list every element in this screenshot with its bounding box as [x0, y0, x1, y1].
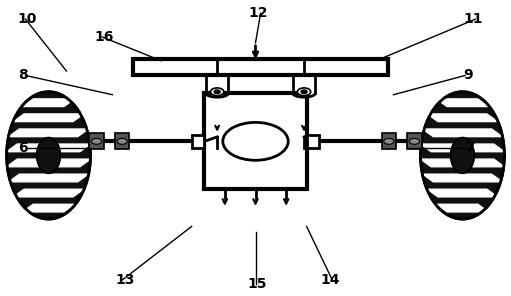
Polygon shape: [7, 144, 90, 152]
Polygon shape: [423, 129, 502, 137]
Text: 14: 14: [320, 273, 340, 287]
Text: 13: 13: [115, 273, 134, 287]
Polygon shape: [7, 92, 90, 219]
Circle shape: [223, 123, 288, 160]
Polygon shape: [7, 159, 90, 167]
Polygon shape: [451, 138, 474, 173]
Circle shape: [409, 138, 420, 144]
Polygon shape: [13, 114, 84, 122]
Circle shape: [297, 88, 311, 96]
Circle shape: [384, 138, 394, 144]
Bar: [192, 135, 204, 148]
Polygon shape: [423, 174, 502, 182]
Bar: [89, 133, 104, 149]
Bar: [407, 133, 422, 149]
Text: 8: 8: [18, 68, 28, 83]
Text: 16: 16: [95, 30, 114, 44]
Polygon shape: [421, 144, 504, 152]
Bar: [115, 133, 129, 149]
Polygon shape: [9, 174, 88, 182]
Polygon shape: [436, 204, 489, 212]
Bar: [382, 133, 396, 149]
Bar: [133, 59, 388, 75]
Polygon shape: [421, 159, 504, 167]
Polygon shape: [427, 189, 498, 197]
Polygon shape: [37, 138, 60, 173]
Polygon shape: [9, 129, 88, 137]
Text: 10: 10: [18, 12, 37, 26]
Polygon shape: [13, 189, 84, 197]
Polygon shape: [22, 204, 75, 212]
Circle shape: [301, 90, 307, 94]
Text: 11: 11: [463, 12, 483, 26]
Polygon shape: [436, 99, 489, 107]
Polygon shape: [421, 92, 504, 219]
Text: 9: 9: [463, 68, 473, 83]
Polygon shape: [22, 99, 75, 107]
Text: 6: 6: [18, 141, 28, 155]
Polygon shape: [427, 114, 498, 122]
Text: 15: 15: [248, 277, 267, 291]
Text: 7: 7: [466, 141, 475, 155]
Text: 12: 12: [249, 6, 268, 20]
Bar: [204, 93, 307, 189]
Bar: [307, 135, 319, 148]
Circle shape: [211, 88, 224, 96]
Circle shape: [214, 90, 220, 94]
Circle shape: [91, 138, 102, 144]
Circle shape: [117, 138, 127, 144]
